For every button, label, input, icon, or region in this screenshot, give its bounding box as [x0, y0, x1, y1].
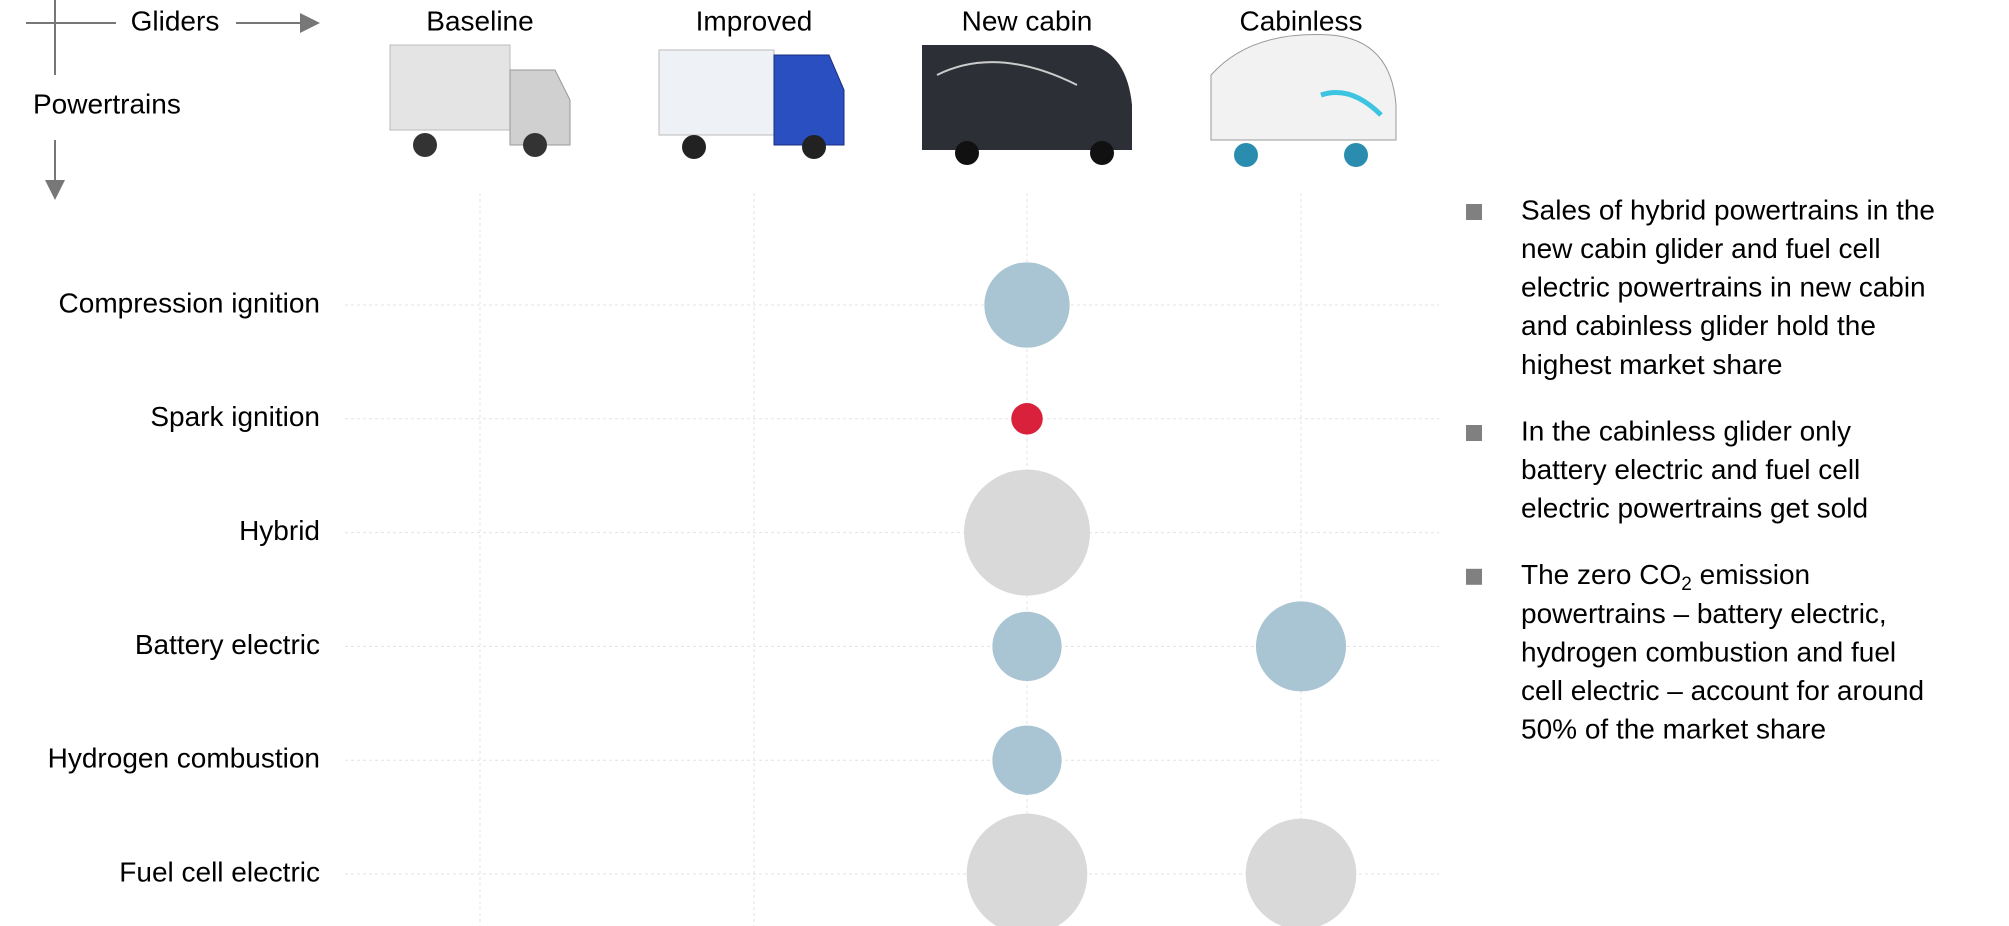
- bubble: [1245, 818, 1357, 926]
- note-text: The zero CO: [1521, 559, 1681, 590]
- note-line: cell electric – account for around: [1521, 675, 1924, 706]
- bullet: [1466, 425, 1482, 441]
- note-line: and cabinless glider hold the: [1521, 310, 1876, 341]
- bubble: [992, 611, 1062, 682]
- note-line: hydrogen combustion and fuel: [1521, 636, 1896, 667]
- note-text: emission: [1692, 559, 1810, 590]
- row-label: Hydrogen combustion: [48, 743, 320, 774]
- bullet: [1466, 568, 1482, 585]
- subscript: 2: [1681, 574, 1692, 595]
- bullet: [1466, 204, 1482, 220]
- bubble: [992, 725, 1062, 795]
- row-label: Spark ignition: [150, 401, 320, 432]
- note-line: electric powertrains in new cabin: [1521, 272, 1926, 303]
- note-line: The zero CO2 emission: [1521, 559, 1810, 595]
- note-line: 50% of the market share: [1521, 714, 1826, 745]
- note-line: Sales of hybrid powertrains in the: [1521, 194, 1935, 225]
- row-label: Hybrid: [239, 515, 320, 546]
- note-line: powertrains – battery electric,: [1521, 598, 1887, 629]
- note-line: highest market share: [1521, 349, 1782, 380]
- note-line: new cabin glider and fuel cell: [1521, 233, 1881, 264]
- column-label: Cabinless: [1240, 5, 1363, 36]
- bubble: [984, 262, 1070, 348]
- bubble: [963, 469, 1091, 596]
- note-line: In the cabinless glider only: [1521, 415, 1851, 446]
- column-label: New cabin: [962, 5, 1093, 36]
- x-axis-label: Gliders: [131, 5, 220, 36]
- row-label: Battery electric: [135, 629, 320, 660]
- bubble: [1255, 601, 1347, 692]
- bubble: [966, 813, 1088, 926]
- note-line: battery electric and fuel cell: [1521, 454, 1860, 485]
- row-label: Compression ignition: [59, 287, 320, 318]
- y-axis-label: Powertrains: [33, 88, 181, 119]
- column-label: Improved: [696, 5, 813, 36]
- axis-guide: [26, 0, 320, 200]
- truck-images: [389, 34, 1397, 167]
- column-label: Baseline: [426, 5, 533, 36]
- note-line: electric powertrains get sold: [1521, 493, 1868, 524]
- bubble: [1011, 403, 1043, 435]
- row-label: Fuel cell electric: [119, 856, 320, 887]
